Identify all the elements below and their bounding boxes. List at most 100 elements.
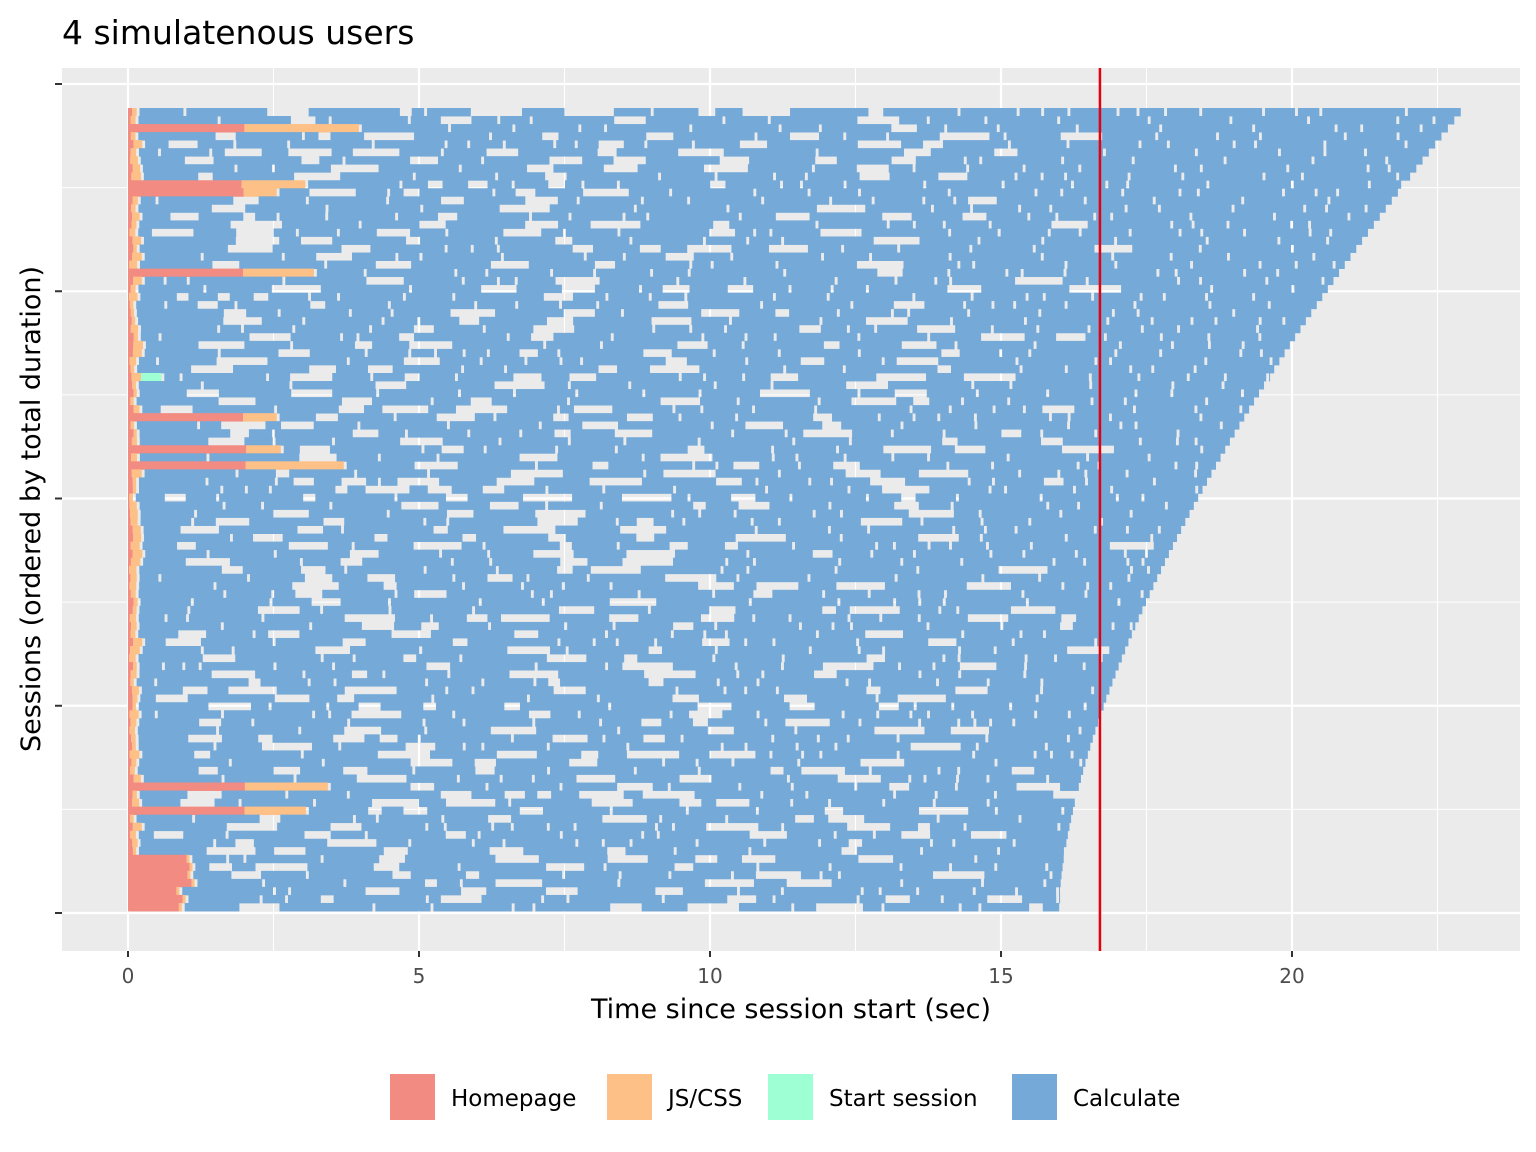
calculate-bar [1080,501,1165,510]
calculate-bar [889,220,913,229]
calculate-bar [844,766,869,775]
calculate-bar [1109,646,1126,655]
calculate-bar [859,461,947,470]
session-row-94 [128,862,1063,872]
calculate-bar [874,196,923,205]
calculate-bar [140,332,159,342]
calculate-bar [1328,204,1365,213]
calculate-bar [345,156,411,165]
calculate-bar [625,212,647,221]
calculate-bar [598,750,627,759]
calculate-bar [1314,156,1386,165]
calculate-bar [804,750,820,759]
calculate-bar [772,228,821,237]
calculate-bar [1092,381,1172,390]
calculate-bar [782,180,801,189]
calculate-bar [572,236,630,245]
calculate-bar [1293,220,1309,229]
js-css-bar [243,413,277,422]
calculate-bar [1067,533,1151,543]
calculate-bar [862,838,930,848]
calculate-bar [853,300,894,310]
homepage-bar [128,292,130,302]
calculate-bar [955,525,984,534]
calculate-bar [997,758,1080,767]
homepage-bar [128,637,134,647]
js-css-bar [130,814,134,824]
calculate-bar [193,870,232,880]
calculate-bar [1055,557,1084,567]
calculate-bar [1203,445,1226,454]
session-row-93 [128,854,1064,864]
calculate-bar [419,188,493,197]
calculate-bar [972,204,1019,213]
calculate-bar [860,389,895,398]
calculate-bar [139,846,207,856]
calculate-bar [380,453,437,462]
calculate-bar [945,597,1026,607]
calculate-bar [558,132,647,141]
calculate-bar [464,364,505,374]
calculate-bar [550,710,578,719]
calculate-bar [473,509,536,518]
js-css-bar [133,332,138,342]
calculate-bar [157,710,222,719]
calculate-bar [491,132,543,141]
calculate-bar [313,477,342,486]
calculate-bar [673,557,726,567]
calculate-bar [364,734,380,743]
calculate-bar [305,316,382,326]
calculate-bar [1199,188,1283,197]
calculate-bar [138,228,152,237]
calculate-bar [780,517,861,526]
calculate-bar [450,670,510,679]
calculate-bar [274,429,353,438]
calculate-bar [717,172,774,181]
homepage-bar [128,332,134,342]
calculate-bar [1160,204,1232,213]
calculate-bar [582,156,614,165]
calculate-bar [1059,894,1061,904]
calculate-bar [814,702,879,711]
calculate-bar [652,429,732,438]
js-css-bar [130,132,136,141]
calculate-bar [308,509,387,518]
calculate-bar [1131,228,1179,237]
calculate-bar [523,581,562,591]
calculate-bar [754,405,815,414]
calculate-bar [1176,164,1200,173]
calculate-bar [566,172,659,181]
js-css-bar [130,670,137,679]
calculate-bar [1081,726,1096,735]
calculate-bar [775,854,859,864]
calculate-bar [1043,429,1095,438]
calculate-bar [725,180,781,189]
calculate-bar [883,108,958,117]
calculate-bar [190,605,258,615]
calculate-bar [615,774,680,783]
calculate-bar [818,220,887,229]
calculate-bar [1002,348,1029,358]
calculate-bar [1120,597,1146,607]
calculate-bar [140,838,214,848]
calculate-bar [734,429,785,438]
js-css-bar [131,437,137,446]
calculate-bar [896,790,935,799]
calculate-bar [729,220,816,229]
calculate-bar [673,132,755,141]
homepage-bar [128,686,132,695]
calculate-bar [1208,397,1255,406]
calculate-bar [299,605,321,615]
calculate-bar [236,140,288,149]
calculate-bar [1144,493,1199,502]
calculate-bar [822,750,897,759]
js-css-bar [130,629,136,639]
calculate-bar [939,814,1019,824]
calculate-bar [613,108,651,117]
calculate-bar [643,196,688,205]
js-css-bar [129,493,133,502]
homepage-bar [128,437,132,446]
calculate-bar [937,276,950,286]
calculate-bar [645,389,699,398]
calculate-bar [984,870,1050,880]
